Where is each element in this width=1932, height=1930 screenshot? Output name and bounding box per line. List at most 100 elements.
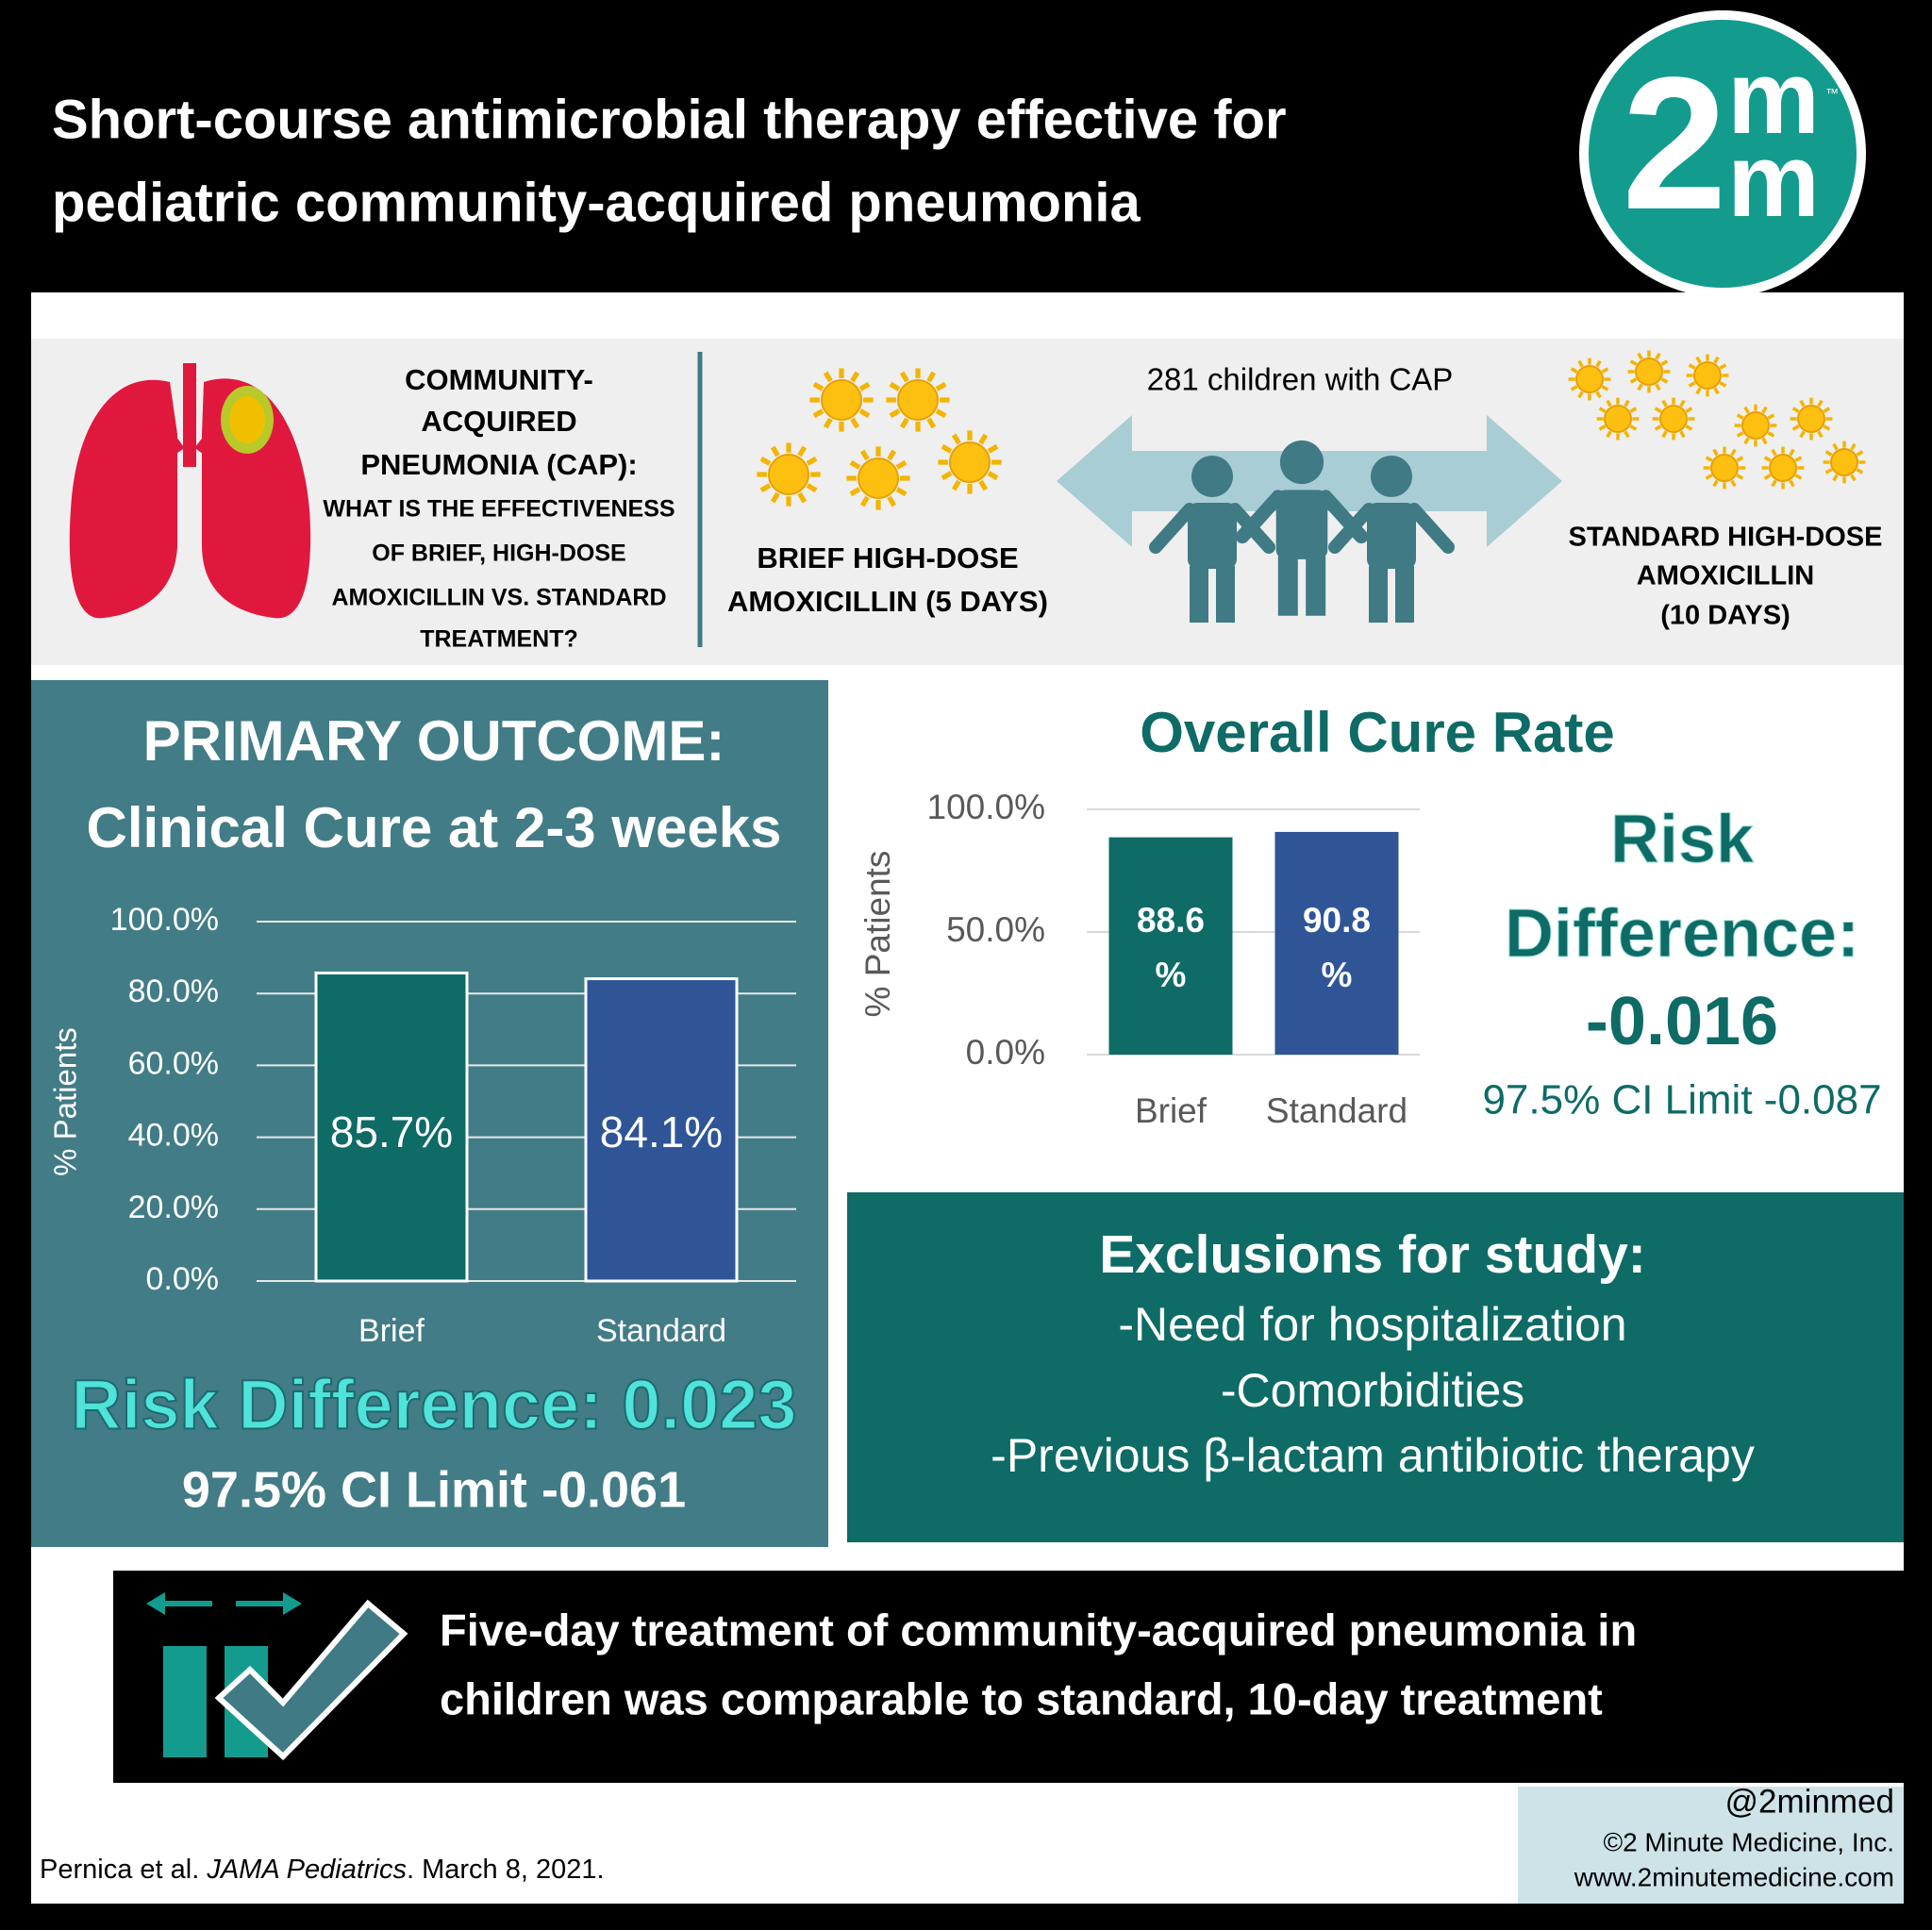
credit: @2minmed bbox=[1725, 1783, 1894, 1820]
person-leg bbox=[1306, 556, 1326, 616]
person-leg bbox=[1190, 566, 1208, 623]
sun-ray bbox=[889, 408, 901, 419]
sun-ray bbox=[812, 381, 824, 391]
sun-ray bbox=[1794, 474, 1803, 480]
sun-ray bbox=[1661, 430, 1668, 439]
credits-box bbox=[1518, 1787, 1904, 1904]
sun-ray bbox=[1629, 407, 1638, 413]
sun-ray bbox=[1679, 399, 1686, 408]
y-tick-label: 100.0% bbox=[927, 788, 1046, 826]
annotation: Risk Difference: bbox=[1504, 802, 1860, 973]
sun-ray bbox=[1719, 363, 1727, 370]
sun-ray bbox=[858, 408, 871, 419]
sun-ray bbox=[926, 371, 937, 383]
sun-ray bbox=[1606, 430, 1612, 439]
person-head bbox=[1191, 456, 1233, 497]
sun-ray bbox=[1624, 430, 1630, 439]
sun-ray bbox=[987, 471, 999, 481]
sun-icons bbox=[757, 350, 1866, 510]
sun-ray bbox=[823, 417, 833, 429]
citation-journal: JAMA Pediatrics bbox=[206, 1855, 407, 1885]
y-axis-label: % Patients bbox=[858, 851, 897, 1018]
sun-ray bbox=[1832, 474, 1839, 482]
sun-ray bbox=[1817, 430, 1824, 439]
bar bbox=[1274, 831, 1399, 1055]
question-line: WHAT IS THE EFFECTIVENESS bbox=[323, 496, 675, 523]
sun-ray bbox=[1660, 359, 1669, 366]
sun-ray bbox=[987, 443, 999, 454]
chart-title: PRIMARY OUTCOME: bbox=[143, 709, 725, 773]
question-line: ACQUIRED bbox=[421, 405, 576, 438]
sun-ray bbox=[1624, 399, 1630, 408]
sun-ray bbox=[887, 495, 897, 507]
sun-ray bbox=[1712, 479, 1719, 488]
sun-ray bbox=[1850, 442, 1857, 451]
sun-ray bbox=[1606, 399, 1612, 408]
y-tick-label: 0.0% bbox=[146, 1261, 220, 1297]
sun-ray bbox=[812, 408, 824, 419]
sun-ray bbox=[1761, 437, 1768, 445]
chart-subtitle: Clinical Cure at 2-3 weeks bbox=[87, 796, 782, 859]
sun-ray bbox=[1824, 450, 1833, 457]
person-head bbox=[1371, 456, 1412, 497]
credit: www.2minutemedicine.com bbox=[1574, 1862, 1894, 1891]
sun-ray bbox=[1736, 431, 1744, 438]
sun-ray bbox=[759, 483, 772, 493]
person-arms bbox=[1328, 503, 1455, 554]
conclusion-icon bbox=[146, 1592, 408, 1761]
person-leg bbox=[1369, 566, 1388, 623]
sun-ray bbox=[1660, 377, 1669, 384]
sun-ray bbox=[1705, 456, 1713, 462]
value-label-box: 85.7% bbox=[329, 1107, 454, 1156]
person-leg bbox=[1216, 566, 1235, 623]
citation-part: Pernica et al. bbox=[40, 1855, 207, 1885]
sun-ray bbox=[1655, 352, 1661, 360]
exclusion-item: -Previous β-lactam antibiotic therapy bbox=[991, 1429, 1755, 1482]
sun-ray bbox=[1695, 356, 1702, 364]
sun bbox=[821, 379, 862, 421]
sun-ray bbox=[1598, 424, 1607, 431]
sun-ray bbox=[1736, 456, 1744, 462]
sun-ray bbox=[1743, 437, 1750, 445]
question-line: AMOXICILLIN VS. STANDARD bbox=[331, 585, 666, 611]
sun-ray bbox=[1799, 430, 1806, 439]
sun bbox=[1710, 454, 1739, 482]
sun-ray bbox=[1637, 352, 1643, 360]
arm-label: AMOXICILLIN (5 DAYS) bbox=[727, 585, 1048, 618]
sun-ray bbox=[1771, 448, 1777, 457]
arm-label: STANDARD HIGH-DOSE bbox=[1569, 523, 1883, 553]
sun-ray bbox=[1832, 442, 1839, 451]
sun-ray bbox=[978, 479, 989, 491]
sun bbox=[949, 441, 991, 483]
sun-ray bbox=[887, 449, 897, 461]
value-label: 85.7% bbox=[329, 1107, 454, 1156]
question-line: OF BRIEF, HIGH-DOSE bbox=[372, 541, 625, 567]
sun-ray bbox=[941, 443, 953, 454]
sun-ray bbox=[823, 371, 833, 383]
title-line: pediatric community-acquired pneumonia bbox=[52, 172, 1141, 233]
sun-ray bbox=[1713, 356, 1720, 364]
question-line: TREATMENT? bbox=[420, 626, 578, 653]
sun-ray bbox=[1705, 474, 1713, 480]
person-leg bbox=[1277, 556, 1298, 616]
sun-ray bbox=[1730, 448, 1737, 457]
logo-letter: m bbox=[1727, 123, 1820, 239]
sun-ray bbox=[1685, 407, 1693, 413]
x-tick-label: Standard bbox=[596, 1313, 726, 1349]
sun-ray bbox=[951, 433, 961, 445]
sun-ray bbox=[770, 445, 780, 458]
sun-ray bbox=[850, 417, 860, 429]
sun-ray bbox=[935, 381, 947, 391]
value-label: 88.6 % bbox=[1136, 901, 1205, 994]
bar bbox=[314, 971, 469, 1283]
sun-ray bbox=[1570, 367, 1578, 374]
sun-ray bbox=[1577, 359, 1584, 368]
sun-ray bbox=[1824, 468, 1833, 474]
sun-ray bbox=[859, 495, 870, 507]
annotation: -0.016 bbox=[1586, 984, 1778, 1059]
sun-ray bbox=[1856, 450, 1864, 457]
sun-ray bbox=[1761, 406, 1768, 414]
conclusion-line: Five-day treatment of community-acquired… bbox=[440, 1605, 1637, 1655]
sun-ray bbox=[978, 433, 989, 445]
sun-ray bbox=[1661, 399, 1668, 408]
